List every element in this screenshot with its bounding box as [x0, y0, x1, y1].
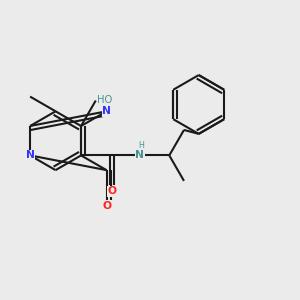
Text: N: N: [26, 150, 34, 161]
Text: O: O: [102, 201, 111, 211]
Text: N: N: [102, 106, 111, 116]
Text: O: O: [107, 186, 116, 196]
Text: H: H: [138, 142, 144, 151]
Text: N: N: [135, 150, 144, 161]
Text: HO: HO: [97, 94, 112, 105]
